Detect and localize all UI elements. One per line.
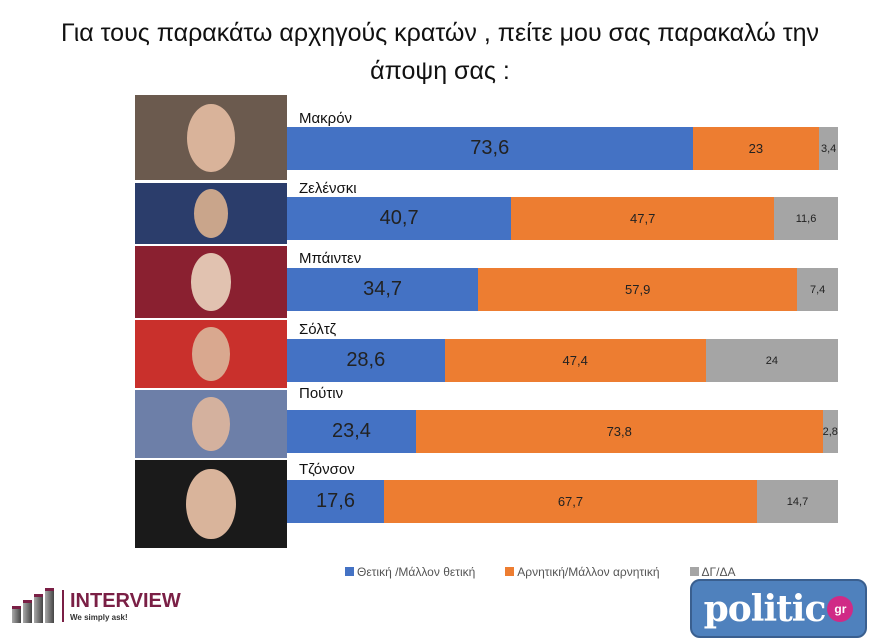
leader-photo xyxy=(135,460,287,548)
category-label: Σόλτζ xyxy=(299,321,337,338)
leader-photo xyxy=(135,95,287,180)
bar-segment: 24 xyxy=(705,339,838,382)
data-label: 73,8 xyxy=(606,424,632,439)
bar-segment: 23 xyxy=(692,127,820,170)
legend-item-negative: Αρνητική/Μάλλον αρνητική xyxy=(505,565,660,579)
face xyxy=(187,103,235,172)
face xyxy=(191,396,231,452)
data-label: 7,4 xyxy=(809,283,826,296)
data-label: 24 xyxy=(765,354,778,367)
interview-logo: INTERVIEW We simply ask! xyxy=(12,588,181,623)
leader-photo xyxy=(135,390,287,458)
chart-title: Για τους παρακάτω αρχηγούς κρατών , πείτ… xyxy=(61,19,819,85)
face xyxy=(193,189,229,238)
data-label: 14,7 xyxy=(786,495,809,508)
data-label: 28,6 xyxy=(346,349,386,371)
leader-photo xyxy=(135,183,287,244)
category-label: Ζελένσκι xyxy=(299,180,357,197)
legend-item-dk: ΔΓ/ΔΑ xyxy=(689,565,735,579)
bar-segment: 34,7 xyxy=(287,268,479,311)
bar-segment: 28,6 xyxy=(287,339,445,382)
data-label: 40,7 xyxy=(379,207,419,229)
bar-segment: 14,7 xyxy=(757,480,838,523)
category-label: Πούτιν xyxy=(299,385,344,402)
bar-segment: 23,4 xyxy=(287,410,416,453)
face xyxy=(190,253,232,311)
leader-photo xyxy=(135,320,287,388)
politic-logo: politic gr xyxy=(690,579,867,638)
face xyxy=(186,468,236,540)
data-label: 67,7 xyxy=(557,494,584,509)
category-label: Μπάιντεν xyxy=(299,250,362,267)
data-label: 73,6 xyxy=(470,137,510,159)
legend-item-positive: Θετική /Μάλλον θετική xyxy=(345,565,475,579)
bar-segment: 17,6 xyxy=(287,480,384,523)
bar-segment: 73,8 xyxy=(415,410,823,453)
bar-segment: 7,4 xyxy=(797,268,838,311)
bar-segment: 47,4 xyxy=(444,339,706,382)
bar-segment: 2,8 xyxy=(822,410,838,453)
data-label: 47,7 xyxy=(630,211,656,226)
data-label: 47,4 xyxy=(562,353,588,368)
category-label: Τζόνσον xyxy=(299,461,355,478)
data-label: 23,4 xyxy=(331,420,371,442)
bar-segment: 73,6 xyxy=(287,127,693,170)
legend: Θετική /Μάλλον θετική Αρνητική/Μάλλον αρ… xyxy=(345,565,735,579)
leader-photo xyxy=(135,246,287,318)
bar-segment: 47,7 xyxy=(511,197,775,240)
data-label: 23 xyxy=(748,141,764,156)
data-label: 17,6 xyxy=(316,490,355,512)
data-label: 11,6 xyxy=(795,212,817,225)
bar-segment: 3,4 xyxy=(819,127,838,170)
face xyxy=(191,326,231,382)
bar-segment: 11,6 xyxy=(774,197,838,240)
data-label: 3,4 xyxy=(820,142,837,155)
data-label: 34,7 xyxy=(363,278,403,300)
data-label: 57,9 xyxy=(625,282,651,297)
bar-segment: 57,9 xyxy=(478,268,798,311)
data-label: 2,8 xyxy=(822,425,838,438)
bar-segment: 67,7 xyxy=(383,480,757,523)
bar-segment: 40,7 xyxy=(287,197,512,240)
category-label: Μακρόν xyxy=(299,110,353,127)
